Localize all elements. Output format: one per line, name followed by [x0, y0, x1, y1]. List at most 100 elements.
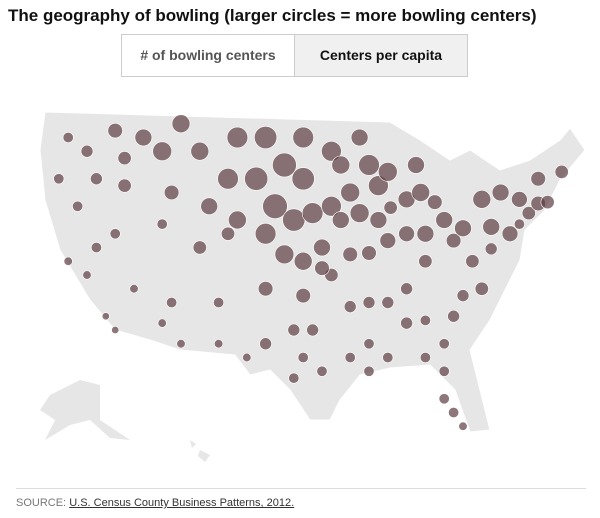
bubble	[369, 211, 388, 229]
bubble	[427, 194, 443, 210]
source: SOURCE: U.S. Census County Business Patt…	[16, 488, 586, 509]
source-link[interactable]: U.S. Census County Business Patterns, 20…	[69, 497, 295, 509]
bubble	[340, 182, 360, 203]
bubble	[171, 114, 191, 134]
bubble	[306, 323, 319, 337]
bubble	[295, 287, 311, 304]
bubble	[259, 337, 272, 351]
bubble	[400, 282, 413, 296]
tab[interactable]: Centers per capita	[294, 35, 467, 76]
bubble	[383, 200, 398, 215]
bubble	[418, 254, 433, 269]
tab[interactable]: # of bowling centers	[122, 35, 294, 76]
bubble	[288, 372, 300, 384]
bubble	[244, 166, 269, 191]
bubble	[554, 164, 569, 179]
bubble	[62, 132, 74, 143]
map	[39, 111, 586, 462]
bubble	[90, 242, 102, 253]
bubble	[363, 338, 375, 350]
bubble	[513, 218, 525, 230]
bubble	[331, 155, 351, 175]
bubble	[301, 202, 324, 224]
bubble	[292, 126, 314, 149]
bubble	[343, 300, 357, 313]
alaska	[40, 380, 130, 440]
bubble	[117, 178, 132, 193]
bubble	[109, 228, 121, 240]
bubble	[398, 225, 415, 242]
bubble	[379, 232, 397, 249]
bubble	[82, 270, 92, 280]
bubble	[530, 171, 546, 187]
bubble	[456, 289, 470, 302]
bubble	[111, 326, 120, 334]
bubble	[419, 352, 431, 363]
bubble	[107, 122, 123, 139]
bubble	[438, 393, 450, 405]
bubble	[228, 210, 247, 230]
bubble	[445, 232, 462, 249]
bubble	[332, 211, 350, 229]
bubble	[400, 316, 413, 330]
bubble	[378, 162, 398, 182]
bubble	[272, 152, 297, 178]
bubble	[80, 144, 94, 158]
bubble	[262, 193, 288, 219]
bubble	[226, 126, 249, 149]
source-label: SOURCE:	[16, 497, 67, 509]
bubble	[350, 128, 369, 147]
bubble	[361, 245, 377, 261]
bubble	[521, 206, 536, 221]
bubble	[363, 365, 375, 377]
bubble	[257, 281, 274, 297]
hawaii	[190, 440, 210, 462]
bubble	[72, 200, 84, 212]
bubble	[190, 141, 210, 161]
bubble	[416, 224, 435, 243]
bubble	[465, 254, 480, 269]
bubble	[166, 297, 178, 308]
bubble	[297, 352, 309, 363]
bubble	[435, 211, 453, 229]
bubble	[282, 208, 306, 232]
bubble	[293, 251, 313, 271]
bubble	[458, 421, 468, 431]
bubble	[540, 195, 555, 210]
bubble	[217, 168, 239, 190]
bubble	[63, 256, 73, 266]
bubble	[407, 156, 425, 174]
bubble	[511, 191, 528, 208]
bubble	[342, 246, 358, 263]
bubble	[358, 154, 380, 176]
bubble	[313, 238, 331, 257]
bubble	[447, 309, 460, 323]
bubble	[254, 125, 278, 150]
bubble	[482, 218, 500, 236]
bubble	[321, 196, 342, 217]
bubble	[484, 242, 498, 256]
bubble	[214, 339, 224, 349]
bubble	[321, 141, 342, 162]
bubble	[200, 197, 218, 216]
bubble	[382, 352, 394, 363]
bubble	[454, 219, 472, 238]
bubble	[438, 338, 450, 350]
bubble	[117, 151, 132, 166]
bubble	[314, 260, 330, 276]
bubble	[90, 172, 103, 186]
bubble	[472, 190, 492, 209]
bubble	[213, 297, 225, 308]
bubble	[134, 128, 153, 147]
bubble	[291, 167, 315, 191]
bubble	[176, 339, 186, 349]
bubble	[316, 365, 328, 377]
bubble	[157, 318, 167, 328]
bubble	[344, 352, 356, 363]
bubble	[156, 218, 168, 230]
bubble	[163, 184, 180, 201]
bubble	[152, 141, 172, 162]
bubble	[419, 314, 431, 326]
bubble	[274, 244, 295, 265]
